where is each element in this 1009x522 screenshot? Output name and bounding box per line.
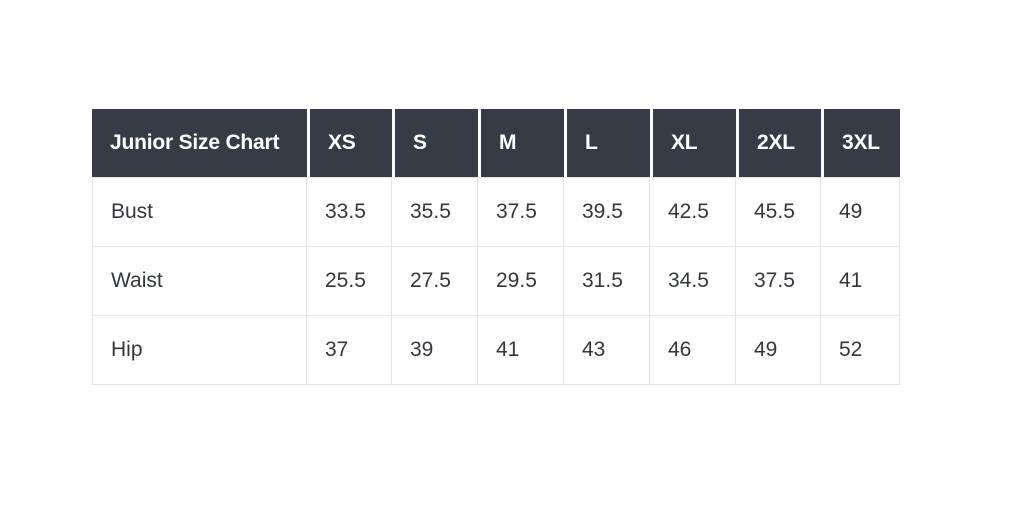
size-value-cell: 42.5 <box>650 177 736 247</box>
size-value-cell: 39.5 <box>564 177 650 247</box>
size-value-cell: 27.5 <box>392 247 478 316</box>
column-header-xs: XS <box>307 109 392 177</box>
size-value-cell: 39 <box>392 316 478 385</box>
size-value-cell: 52 <box>821 316 900 385</box>
size-value-cell: 33.5 <box>307 177 392 247</box>
column-header-l: L <box>564 109 650 177</box>
size-chart-title-header: Junior Size Chart <box>92 109 307 177</box>
column-header-s: S <box>392 109 478 177</box>
column-header-m: M <box>478 109 564 177</box>
header-row: Junior Size Chart XS S M L XL 2XL 3XL <box>92 109 900 177</box>
size-value-cell: 41 <box>478 316 564 385</box>
size-value-cell: 37 <box>307 316 392 385</box>
size-value-cell: 37.5 <box>736 247 821 316</box>
size-value-cell: 29.5 <box>478 247 564 316</box>
size-value-cell: 43 <box>564 316 650 385</box>
junior-size-chart-table: Junior Size Chart XS S M L XL 2XL 3XL Bu… <box>92 109 900 385</box>
size-value-cell: 35.5 <box>392 177 478 247</box>
size-value-cell: 49 <box>821 177 900 247</box>
column-header-3xl: 3XL <box>821 109 900 177</box>
table-row-bust: Bust 33.5 35.5 37.5 39.5 42.5 45.5 49 <box>92 177 900 247</box>
size-value-cell: 25.5 <box>307 247 392 316</box>
table-row-hip: Hip 37 39 41 43 46 49 52 <box>92 316 900 385</box>
row-label-waist: Waist <box>92 247 307 316</box>
table-row-waist: Waist 25.5 27.5 29.5 31.5 34.5 37.5 41 <box>92 247 900 316</box>
size-value-cell: 45.5 <box>736 177 821 247</box>
size-value-cell: 31.5 <box>564 247 650 316</box>
size-value-cell: 37.5 <box>478 177 564 247</box>
column-header-xl: XL <box>650 109 736 177</box>
size-value-cell: 34.5 <box>650 247 736 316</box>
size-chart-container: Junior Size Chart XS S M L XL 2XL 3XL Bu… <box>92 109 900 385</box>
row-label-bust: Bust <box>92 177 307 247</box>
size-value-cell: 46 <box>650 316 736 385</box>
row-label-hip: Hip <box>92 316 307 385</box>
column-header-2xl: 2XL <box>736 109 821 177</box>
size-value-cell: 49 <box>736 316 821 385</box>
size-value-cell: 41 <box>821 247 900 316</box>
